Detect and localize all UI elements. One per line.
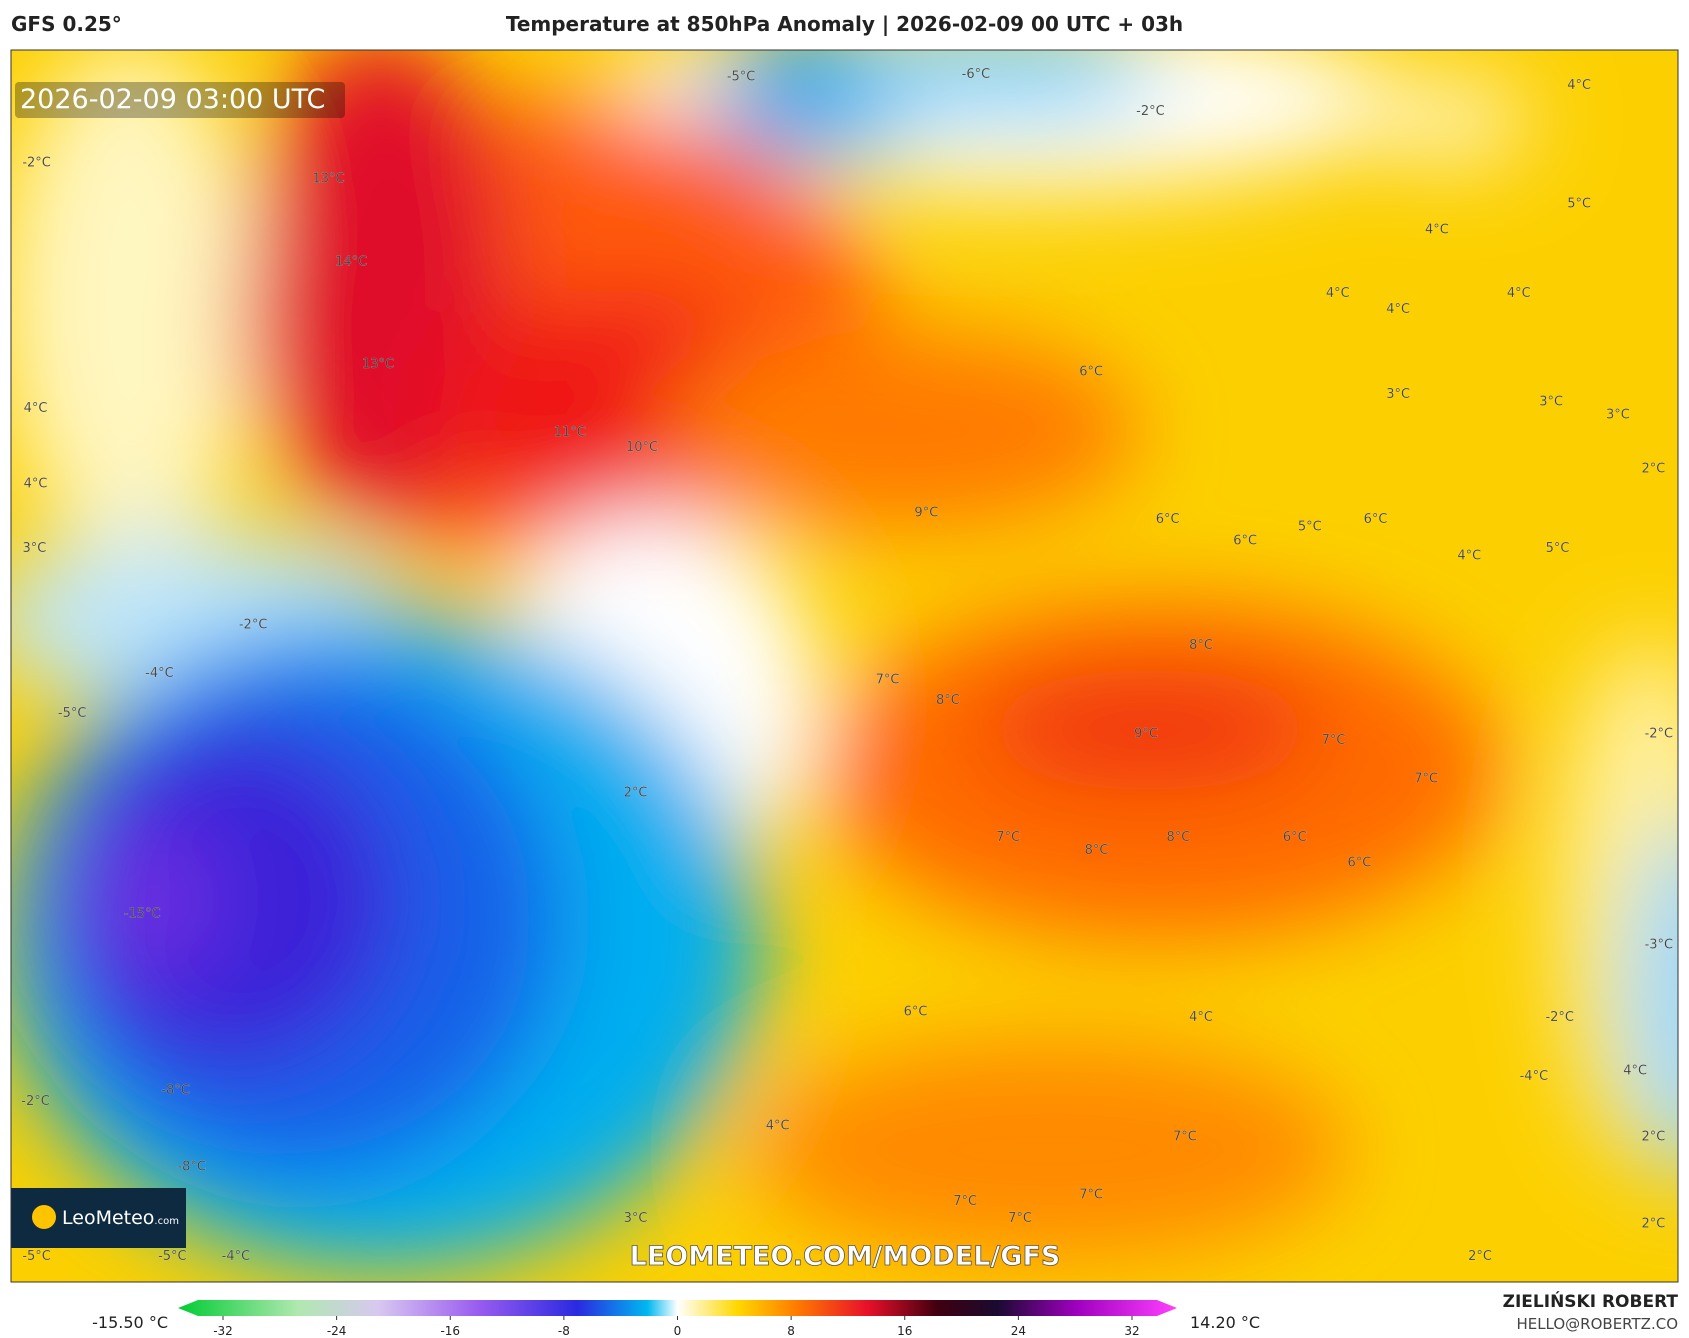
temperature-label: 7°C xyxy=(1414,772,1438,787)
temperature-label: 3°C xyxy=(624,1211,648,1226)
temperature-label: -2°C xyxy=(239,618,268,633)
model-name: GFS 0.25° xyxy=(11,12,122,36)
temperature-label: 10°C xyxy=(626,440,658,455)
email: HELLO@ROBERTZ.CO xyxy=(1516,1315,1678,1333)
temperature-label: 3°C xyxy=(23,541,47,556)
colorbar-tick-label: -16 xyxy=(440,1324,460,1338)
map-field: 2026-02-09 03:00 UTC LeoMeteo.com LEOMET… xyxy=(11,50,1678,1282)
temperature-label: -3°C xyxy=(1645,938,1674,953)
colorbar xyxy=(178,1300,1177,1316)
temperature-label: 7°C xyxy=(1079,1188,1103,1203)
temperature-label: 4°C xyxy=(766,1119,790,1134)
temperature-label: 5°C xyxy=(1546,541,1570,556)
temperature-label: 4°C xyxy=(1507,286,1531,301)
temperature-label: 3°C xyxy=(1606,408,1630,423)
temperature-label: 13°C xyxy=(312,172,344,187)
watermark: LEOMETEO.COM/MODEL/GFS xyxy=(630,1241,1061,1272)
temperature-label: 6°C xyxy=(904,1004,928,1019)
temperature-label: -5°C xyxy=(158,1249,187,1264)
temperature-label: -4°C xyxy=(145,666,174,681)
logo-name: LeoMeteo xyxy=(62,1207,154,1229)
temperature-label: 8°C xyxy=(1085,843,1109,858)
colorbar-tick-label: 24 xyxy=(1011,1324,1026,1338)
temperature-label: -2°C xyxy=(1136,104,1165,119)
temperature-label: 7°C xyxy=(876,673,900,688)
temperature-label: 5°C xyxy=(1567,197,1591,212)
temperature-label: 9°C xyxy=(1134,726,1158,741)
temperature-label: -5°C xyxy=(727,69,756,84)
temperature-label: 2°C xyxy=(1642,461,1666,476)
colorbar-min: -15.50 °C xyxy=(92,1313,168,1332)
temperature-label: -5°C xyxy=(22,1249,51,1264)
temperature-label: 8°C xyxy=(936,693,960,708)
temperature-label: 13°C xyxy=(362,357,394,372)
temperature-label: 7°C xyxy=(1008,1211,1032,1226)
temperature-label: 6°C xyxy=(1347,856,1371,871)
colorbar-tick-label: 32 xyxy=(1124,1324,1139,1338)
temperature-label: 3°C xyxy=(1386,387,1410,402)
colorbar-ticks: -32 -24 -16 -8 0 8 16 24 32 xyxy=(213,1316,1140,1338)
temperature-label: -5°C xyxy=(58,706,87,721)
temperature-label: 4°C xyxy=(1189,1010,1213,1025)
map-title: Temperature at 850hPa Anomaly | 2026-02-… xyxy=(505,12,1184,36)
temperature-label: -4°C xyxy=(1520,1069,1549,1084)
temperature-label: 6°C xyxy=(1283,830,1307,845)
temperature-label: 4°C xyxy=(1567,78,1591,93)
temperature-label: 14°C xyxy=(335,255,367,270)
temperature-label: -15°C xyxy=(124,906,161,921)
colorbar-tick-label: -24 xyxy=(327,1324,347,1338)
temperature-label: 8°C xyxy=(1189,638,1213,653)
temperature-label: 2°C xyxy=(1642,1217,1666,1232)
logo-suffix: .com xyxy=(154,1216,179,1227)
colorbar-tick-label: 0 xyxy=(674,1324,682,1338)
temperature-label: 7°C xyxy=(1173,1129,1197,1144)
temperature-label: 7°C xyxy=(996,830,1020,845)
temperature-label: 4°C xyxy=(1425,222,1449,237)
colorbar-tick-label: 8 xyxy=(787,1324,795,1338)
temperature-label: -2°C xyxy=(1645,726,1674,741)
temperature-label: -8°C xyxy=(177,1159,206,1174)
temperature-label: 5°C xyxy=(1298,520,1322,535)
temperature-label: 3°C xyxy=(1539,395,1563,410)
temperature-label: 2°C xyxy=(1468,1249,1492,1264)
temperature-label: 4°C xyxy=(1623,1064,1647,1079)
temperature-label: -6°C xyxy=(962,67,991,82)
colorbar-tick-label: -32 xyxy=(213,1324,233,1338)
labels: -5°C -6°C -2°C 4°C -2°C 13°C 5°C 4°C 14°C 4°C 4°C 4… xyxy=(21,67,1673,1264)
temperature-label: 6°C xyxy=(1156,512,1180,527)
temperature-label: 11°C xyxy=(554,425,586,440)
temperature-label: 7°C xyxy=(953,1194,977,1209)
temperature-label: 4°C xyxy=(24,477,48,492)
temperature-label: 2°C xyxy=(624,786,648,801)
temperature-label: 6°C xyxy=(1079,365,1103,380)
logo: LeoMeteo.com xyxy=(62,1207,179,1229)
temperature-label: 4°C xyxy=(1386,302,1410,317)
colorbar-tick-label: -8 xyxy=(558,1324,570,1338)
temperature-label: 4°C xyxy=(1457,549,1481,564)
temperature-label: 2°C xyxy=(1642,1129,1666,1144)
temperature-label: 9°C xyxy=(914,506,938,521)
timestamp: 2026-02-09 03:00 UTC xyxy=(20,84,325,115)
temperature-label: 4°C xyxy=(1326,286,1350,301)
colorbar-max: 14.20 °C xyxy=(1190,1313,1260,1332)
temperature-label: 6°C xyxy=(1233,534,1257,549)
temperature-label: 7°C xyxy=(1322,733,1346,748)
temperature-label: 6°C xyxy=(1364,512,1388,527)
temperature-label: 4°C xyxy=(24,401,48,416)
temperature-label: 8°C xyxy=(1166,830,1190,845)
author: ZIELIŃSKI ROBERT xyxy=(1503,1290,1679,1312)
temperature-label: -8°C xyxy=(161,1083,190,1098)
temperature-label: -2°C xyxy=(1545,1010,1574,1025)
temperature-label: -4°C xyxy=(222,1249,251,1264)
temperature-label: -2°C xyxy=(22,156,51,171)
colorbar-tick-label: 16 xyxy=(897,1324,912,1338)
temperature-label: -2°C xyxy=(21,1094,50,1109)
